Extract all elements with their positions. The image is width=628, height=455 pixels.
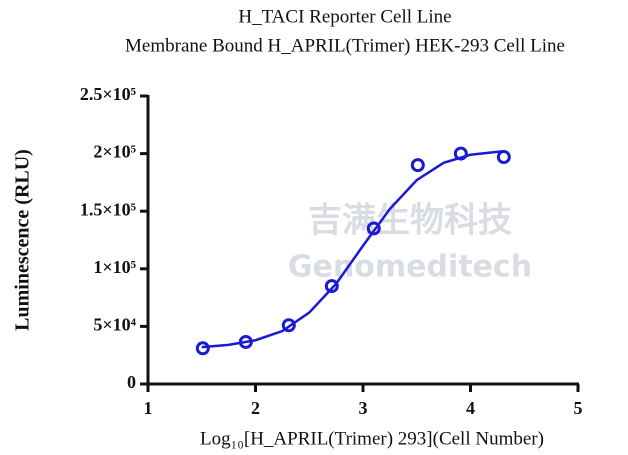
chart-title: H_TACI Reporter Cell Line (238, 6, 451, 27)
x-tick-label: 3 (359, 398, 368, 418)
x-tick-label: 4 (466, 398, 475, 418)
y-tick-label: 2.5×10⁵ (80, 84, 137, 104)
data-point (410, 158, 425, 173)
chart-subtitle: Membrane Bound H_APRIL(Trimer) HEK-293 C… (125, 35, 565, 56)
y-tick-label: 5×10⁴ (93, 315, 136, 335)
data-point (496, 150, 511, 165)
x-tick-label: 5 (574, 398, 583, 418)
data-point (324, 279, 339, 294)
y-tick-label: 2×10⁵ (93, 142, 136, 162)
x-axis-label: Log₁₀[H_APRIL(Trimer) 293](Cell Number) (200, 428, 544, 449)
x-tick-label: 1 (144, 398, 153, 418)
data-point (195, 341, 210, 356)
data-point (281, 318, 296, 333)
data-point (366, 221, 381, 236)
y-tick-label: 1×10⁵ (93, 257, 136, 277)
y-axis-label: Luminescence (RLU) (12, 149, 34, 331)
x-tick-label: 2 (251, 398, 260, 418)
data-point (238, 334, 253, 349)
y-tick-label: 0 (127, 372, 136, 392)
watermark: Genomeditech (288, 250, 532, 285)
data-point (453, 146, 468, 161)
watermark: 吉满生物科技 (308, 201, 512, 241)
y-tick-label: 1.5×10⁵ (80, 199, 137, 219)
